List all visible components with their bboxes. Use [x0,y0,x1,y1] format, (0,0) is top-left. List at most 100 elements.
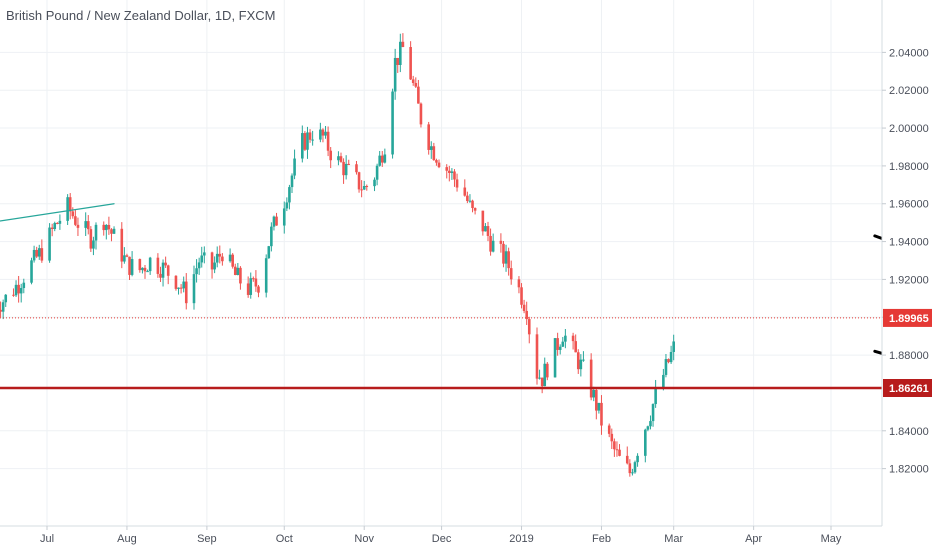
candle-body [502,243,505,264]
candle-body [600,402,603,426]
x-tick-label: Dec [432,533,452,545]
candle-body [651,404,655,422]
candle-body [159,273,162,278]
candle-body [71,211,75,217]
candle-body [669,351,673,363]
candle-body [357,172,361,190]
candle-body [427,124,430,150]
y-tick-labels: 2.04000 2.02000 2.00000 1.98000 1.96000 1.940… [882,47,929,476]
candle-body [257,286,260,293]
candle-body [228,254,232,262]
candle-body [607,425,611,434]
candle-body [445,167,449,171]
candle-body [138,259,142,271]
candle-body [156,257,160,274]
price-axis[interactable]: 2.04000 2.02000 2.00000 1.98000 1.96000 1.940… [881,0,932,550]
candle-body [184,281,188,304]
candle-body [12,294,15,296]
candle-body [504,251,508,264]
x-tick-label: Sep [197,533,217,545]
candle-body [342,161,345,176]
candle-body [272,216,276,227]
candle-body [419,103,423,125]
candle-body [68,197,72,212]
candle-body [396,57,400,65]
chart-title: British Pound / New Zealand Dollar, 1D, … [6,8,276,23]
x-tick-label: Aug [117,533,137,545]
candle-body [375,165,379,180]
candle-body [210,252,214,270]
candle-body [618,449,621,456]
candle-body [417,86,420,104]
candle-body [215,253,219,263]
candle-body [128,256,131,275]
time-axis[interactable]: Jul Aug Sep Oct Nov Dec 2019 Feb Mar Apr May [0,525,882,545]
candle-body [35,249,38,257]
y-tick-label: 2.04000 [889,47,929,59]
candle-body [164,262,167,266]
candle-body [463,187,467,196]
x-tick-label: Mar [664,533,683,545]
candle-body [489,235,492,252]
candle-body [553,338,557,378]
candle-body [429,146,433,150]
candle-body [66,197,69,221]
x-tick-label: Nov [354,533,374,545]
candle-body [401,41,405,48]
candle-body [664,359,668,375]
candle-body [613,441,616,450]
candle-body [306,132,309,150]
grid [0,0,882,526]
candle-body [538,377,541,379]
candle-body [141,267,144,271]
candle-body [329,150,332,161]
candle-body [365,186,369,188]
candle-body [543,363,547,387]
candle-body [667,359,670,363]
candle-body [143,267,147,272]
candle-body [192,274,196,304]
candle-body [177,287,180,289]
candle-body [30,260,33,283]
candle-body [437,162,441,168]
price-marker-tag [883,308,932,327]
candle-body [22,282,26,289]
candle-body [123,255,126,262]
candle-body [546,363,549,378]
candle-body [435,160,438,163]
candle-body [148,257,152,272]
candle-body [355,164,358,173]
candle-body [125,255,129,257]
candle-body [576,352,580,370]
candle-body [360,189,363,191]
candle-body [182,281,185,289]
candle-body [491,240,495,252]
candle-body [509,268,513,280]
candle-body [646,426,650,430]
y-tick-label: 1.98000 [889,161,929,173]
candle-body [582,359,585,361]
candle-body [535,334,539,379]
candle-body [74,216,77,225]
candle-body [644,429,647,456]
candle-body [105,224,108,231]
y-tick-label: 2.02000 [889,85,929,97]
candle-body [270,226,273,247]
y-tick-label: 1.82000 [889,464,929,476]
x-tick-label: Oct [276,533,293,545]
candle-body [326,131,330,151]
candle-body [0,309,2,312]
candle-body [610,433,614,442]
candle-body [672,341,675,352]
candle-body [579,359,583,370]
candle-body [633,462,637,473]
candle-body [14,284,18,296]
candle-body [561,341,565,347]
candle-body [166,265,170,276]
candle-body [19,288,23,294]
candle-body [86,221,90,230]
candle-body [197,262,201,269]
candle-body [339,156,343,162]
candle-body [540,377,544,387]
